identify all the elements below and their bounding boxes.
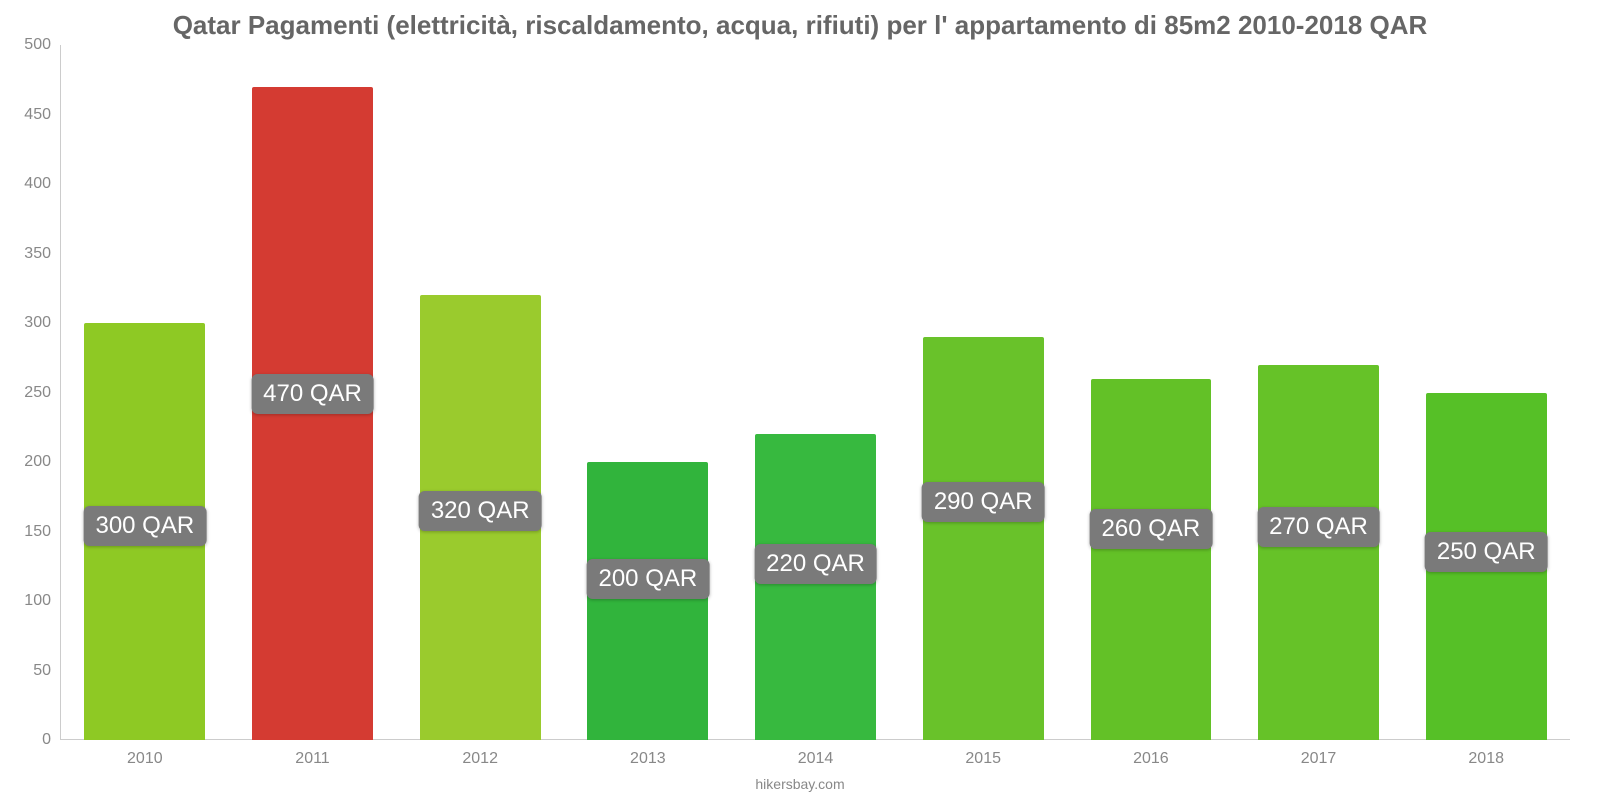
bar-chart: Qatar Pagamenti (elettricità, riscaldame… <box>0 0 1600 800</box>
ytick-label: 150 <box>24 523 61 541</box>
value-badge: 290 QAR <box>922 482 1045 522</box>
bar: 220 QAR <box>755 434 876 740</box>
value-badge: 470 QAR <box>251 374 374 414</box>
value-badge: 320 QAR <box>419 491 542 531</box>
xtick-label: 2012 <box>462 740 498 768</box>
ytick-label: 450 <box>24 106 61 124</box>
ytick-label: 0 <box>42 731 61 749</box>
value-badge: 300 QAR <box>83 506 206 546</box>
source-label: hikersbay.com <box>755 776 844 792</box>
ytick-label: 500 <box>24 36 61 54</box>
xtick-label: 2011 <box>295 740 329 768</box>
bar: 290 QAR <box>923 337 1044 740</box>
value-badge: 220 QAR <box>754 544 877 584</box>
xtick-label: 2017 <box>1301 740 1337 768</box>
value-badge: 270 QAR <box>1257 507 1380 547</box>
bar-slot: 470 QAR2011 <box>229 45 397 740</box>
bar-slot: 290 QAR2015 <box>899 45 1067 740</box>
xtick-label: 2018 <box>1468 740 1504 768</box>
value-badge: 250 QAR <box>1425 532 1548 572</box>
bar-slot: 200 QAR2013 <box>564 45 732 740</box>
ytick-label: 100 <box>24 592 61 610</box>
bar: 270 QAR <box>1258 365 1379 740</box>
chart-title: Qatar Pagamenti (elettricità, riscaldame… <box>0 0 1600 41</box>
value-badge: 260 QAR <box>1090 509 1213 549</box>
bar: 320 QAR <box>420 295 541 740</box>
ytick-label: 50 <box>33 662 61 680</box>
bar-slot: 260 QAR2016 <box>1067 45 1235 740</box>
xtick-label: 2010 <box>127 740 163 768</box>
bar: 300 QAR <box>84 323 205 740</box>
ytick-label: 200 <box>24 453 61 471</box>
xtick-label: 2016 <box>1133 740 1169 768</box>
bar-slot: 220 QAR2014 <box>732 45 900 740</box>
bars-area: 300 QAR2010470 QAR2011320 QAR2012200 QAR… <box>61 45 1570 740</box>
bar: 260 QAR <box>1091 379 1212 740</box>
xtick-label: 2013 <box>630 740 666 768</box>
bar-slot: 270 QAR2017 <box>1235 45 1403 740</box>
plot-area: 300 QAR2010470 QAR2011320 QAR2012200 QAR… <box>60 45 1570 740</box>
ytick-label: 400 <box>24 175 61 193</box>
bar: 250 QAR <box>1426 393 1547 741</box>
bar: 200 QAR <box>587 462 708 740</box>
value-badge: 200 QAR <box>586 559 709 599</box>
ytick-label: 250 <box>24 384 61 402</box>
bar-slot: 300 QAR2010 <box>61 45 229 740</box>
xtick-label: 2015 <box>965 740 1001 768</box>
bar: 470 QAR <box>252 87 373 740</box>
ytick-label: 350 <box>24 245 61 263</box>
bar-slot: 320 QAR2012 <box>396 45 564 740</box>
xtick-label: 2014 <box>798 740 834 768</box>
bar-slot: 250 QAR2018 <box>1402 45 1570 740</box>
ytick-label: 300 <box>24 314 61 332</box>
